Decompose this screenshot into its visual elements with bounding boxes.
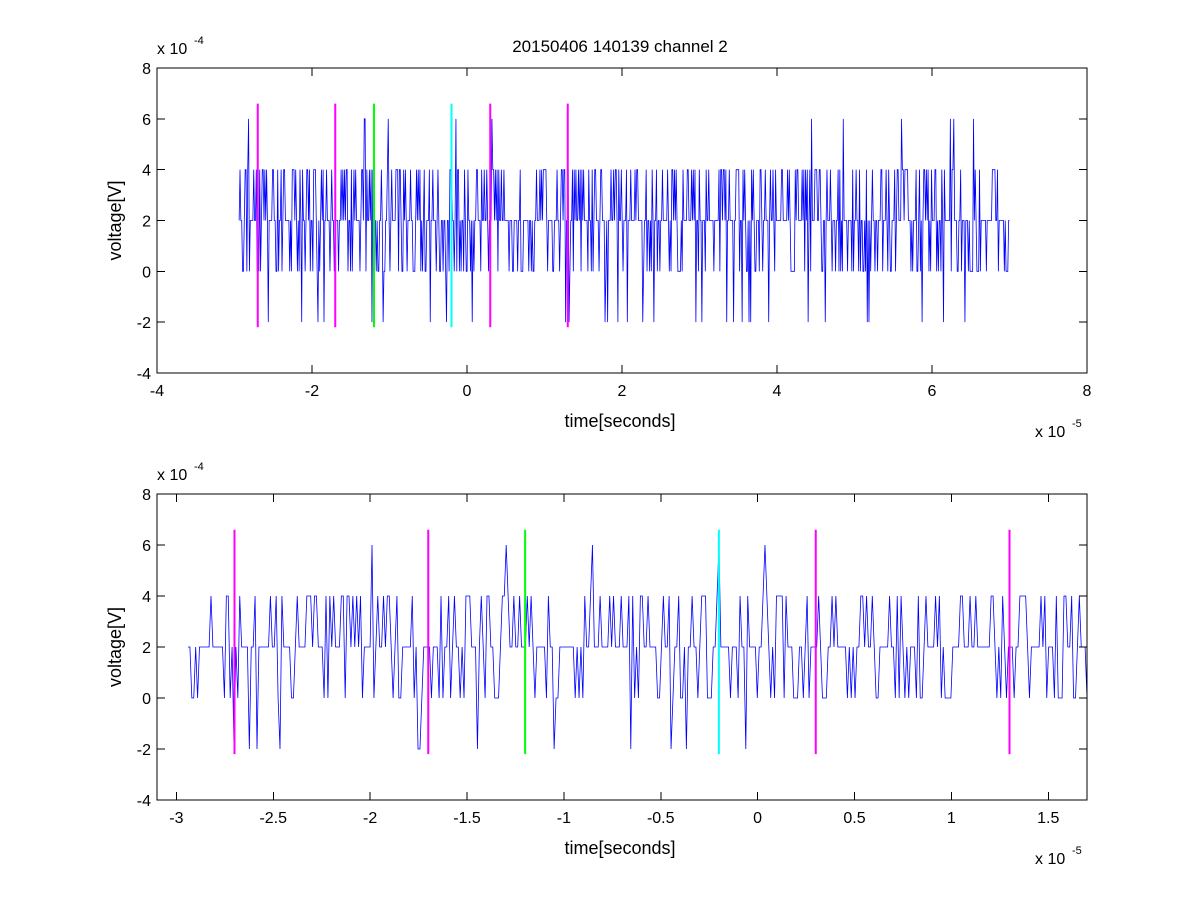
x-multiplier: x 10 [1035,424,1065,441]
x-tick-label: 0 [463,383,472,400]
x-tick-label: -1.5 [453,810,481,827]
y-tick-label: 4 [142,163,151,180]
x-axis-label: time[seconds] [564,411,675,431]
x-tick-label: 0 [753,810,762,827]
y-multiplier-exponent: -4 [194,35,204,47]
series-trace [188,544,1088,750]
y-tick-label: -4 [137,366,151,383]
y-tick-label: 2 [142,214,151,231]
bottom-plot: -3 -2.5 -2 -1.5 -1 -0.5 0 0.5 1 1.5 -4 -2 0 2 4 6 8 time[… [105,461,1088,868]
y-multiplier: x 10 [157,467,187,484]
x-tick-label: 1 [947,810,956,827]
y-tick-label: 0 [142,691,151,708]
x-tick-label: -0.5 [647,810,675,827]
y-tick-label: 8 [142,61,151,78]
x-tick-label: -3 [169,810,183,827]
x-tick-label: 0.5 [843,810,865,827]
x-tick-label: -1 [557,810,571,827]
axes-box [156,493,1088,801]
y-axis-label: voltage[V] [105,607,125,687]
series-trace [238,118,1010,323]
x-tick-label: 1.5 [1037,810,1059,827]
y-tick-label: -2 [137,742,151,759]
y-tick-label: 0 [142,264,151,281]
y-tick-label: 4 [142,589,151,606]
y-multiplier-exponent: -4 [194,461,204,473]
x-tick-label: -2 [305,383,319,400]
x-axis-label: time[seconds] [564,838,675,858]
y-tick-label: -2 [137,315,151,332]
x-tick-label: 8 [1083,383,1092,400]
x-tick-label: -4 [150,383,164,400]
x-multiplier-exponent: -5 [1072,845,1082,857]
y-multiplier: x 10 [157,41,187,58]
y-tick-label: 6 [142,538,151,555]
x-tick-label: 6 [928,383,937,400]
top-plot: -4 -2 0 2 4 6 8 -4 -2 0 2 4 6 8 time[seconds] voltage[V… [105,35,1092,441]
y-tick-label: 8 [142,487,151,504]
y-tick-label: 6 [142,112,151,129]
y-tick-label: 2 [142,640,151,657]
chart-title: 20150406 140139 channel 2 [512,37,728,56]
x-tick-label: 2 [618,383,627,400]
y-axis-label: voltage[V] [105,180,125,260]
y-tick-label: -4 [137,793,151,810]
x-multiplier: x 10 [1035,851,1065,868]
x-tick-label: -2 [363,810,377,827]
x-tick-label: -2.5 [259,810,287,827]
x-tick-label: 4 [773,383,782,400]
x-multiplier-exponent: -5 [1072,418,1082,430]
